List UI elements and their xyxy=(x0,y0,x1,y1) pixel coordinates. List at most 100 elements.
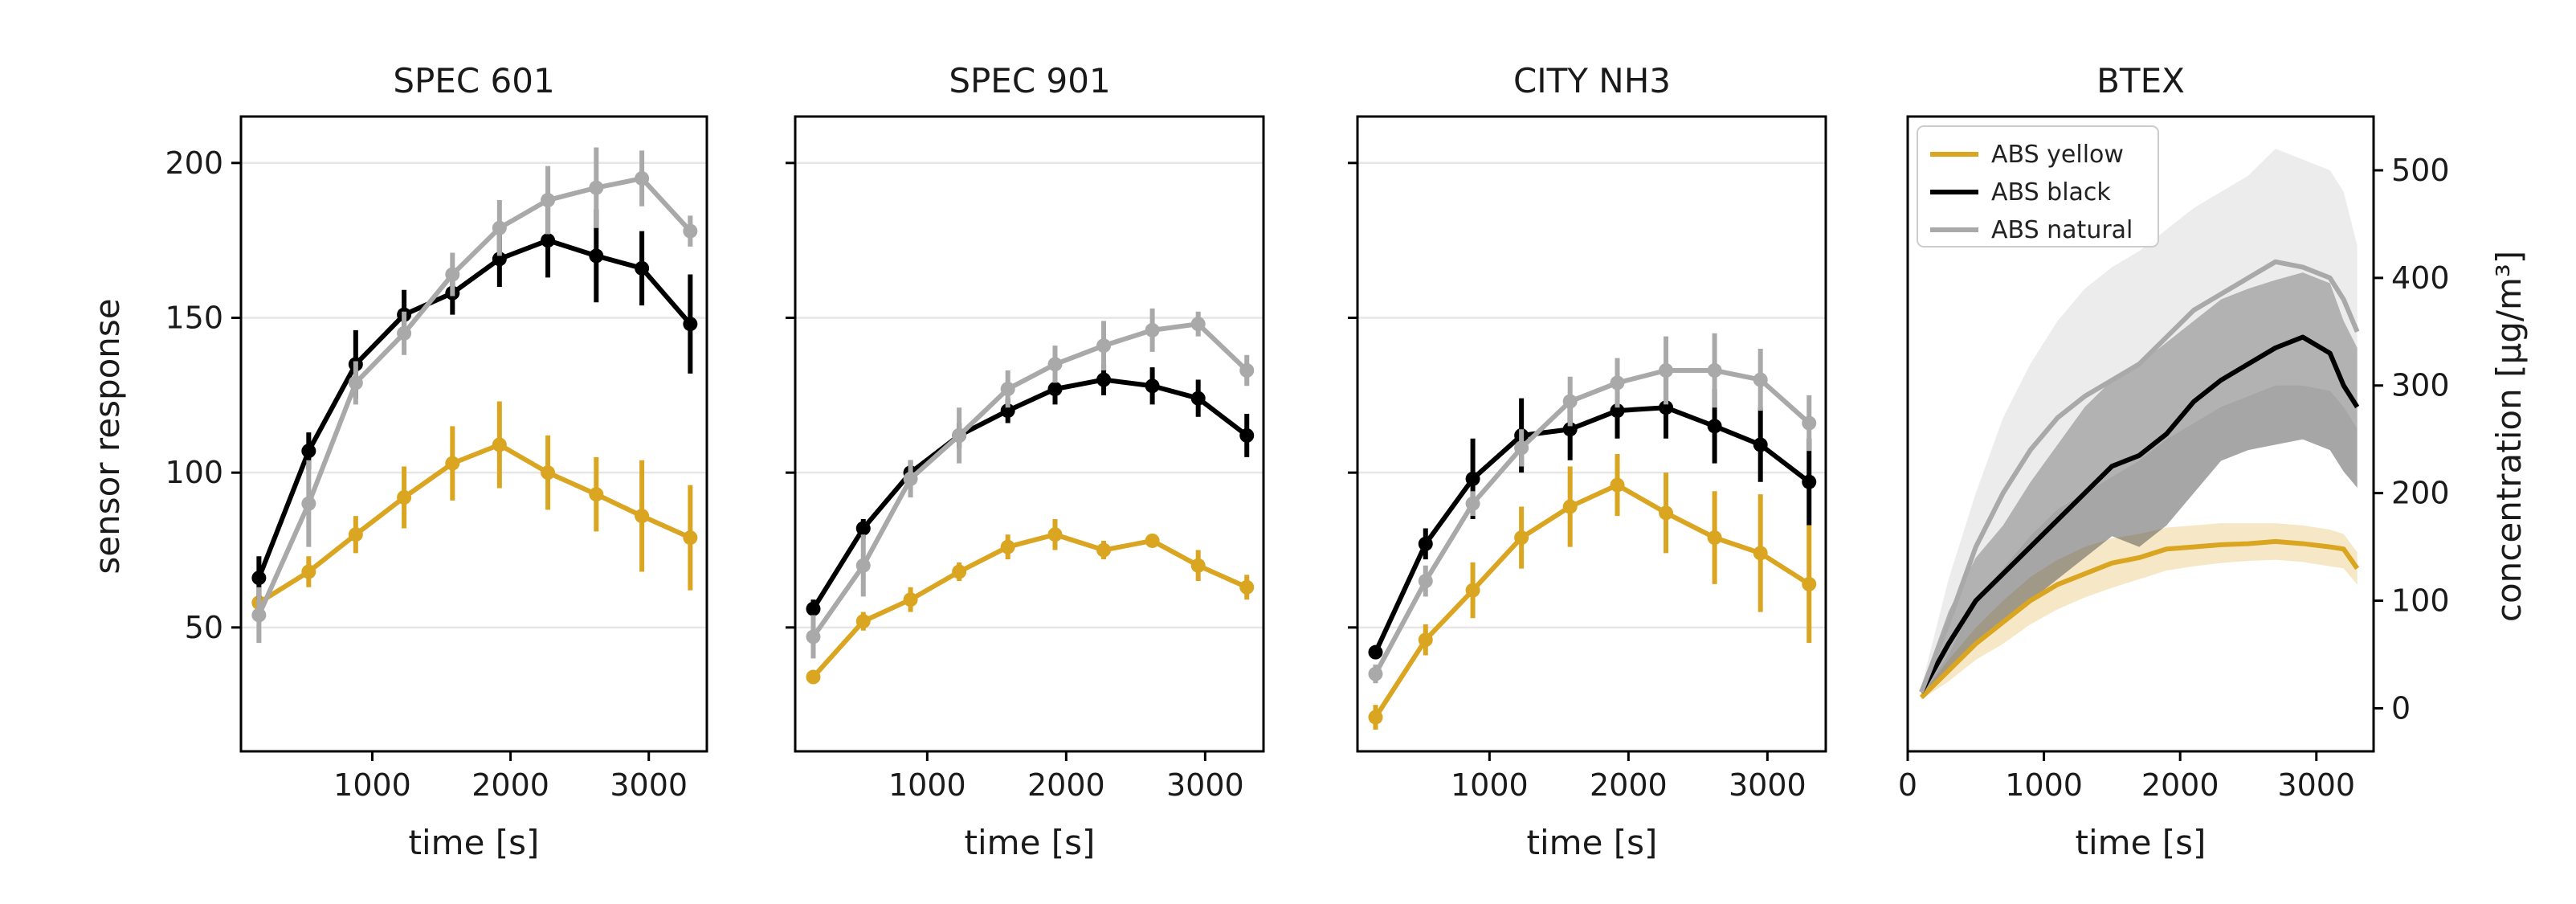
data-point xyxy=(806,629,821,644)
plot-area xyxy=(241,147,707,644)
y-tick-label: 200 xyxy=(165,145,223,181)
data-point xyxy=(952,427,967,443)
y-tick-label: 100 xyxy=(165,455,223,490)
data-point xyxy=(397,490,412,505)
data-point xyxy=(1514,440,1529,456)
data-point xyxy=(1610,375,1625,391)
x-tick-label: 2000 xyxy=(1027,767,1105,803)
data-point xyxy=(952,564,967,579)
data-point xyxy=(1465,583,1480,598)
y-axis-label: sensor response xyxy=(88,298,127,574)
data-point xyxy=(1514,530,1529,546)
y-tick-label: 200 xyxy=(2391,476,2450,511)
data-point xyxy=(1047,382,1063,397)
data-point xyxy=(1610,477,1625,493)
data-point xyxy=(1802,474,1817,489)
band-abs-black xyxy=(1921,272,2358,696)
data-point xyxy=(1000,382,1015,397)
y-tick-label: 150 xyxy=(165,300,223,335)
y-tick-label: 100 xyxy=(2391,583,2450,619)
legend: ABS yellow ABS black ABS natural xyxy=(1917,125,2159,247)
data-point xyxy=(1562,499,1578,514)
data-point xyxy=(1753,372,1768,387)
x-tick-label: 1000 xyxy=(2005,767,2083,803)
series-line xyxy=(256,238,692,579)
x-tick-label: 2000 xyxy=(2141,767,2219,803)
series-line xyxy=(257,442,692,605)
data-point xyxy=(445,456,460,471)
data-point xyxy=(1047,357,1063,372)
data-point xyxy=(445,267,460,282)
data-point xyxy=(635,171,650,186)
data-point xyxy=(1239,579,1255,595)
data-point xyxy=(301,564,316,579)
series-abs-black xyxy=(251,202,698,600)
panel-btex: BTEX concentration [μg/m³] time [s] 0 100… xyxy=(1898,61,2529,862)
series-abs-yellow xyxy=(251,401,698,612)
data-point xyxy=(1000,403,1015,419)
panel-spec-601: SPEC 601 sensor response time [s] 1000 20… xyxy=(88,61,708,862)
series-line xyxy=(256,176,692,616)
data-point xyxy=(492,220,507,235)
data-point xyxy=(1802,576,1817,591)
data-point xyxy=(1000,539,1015,554)
x-tick-label: 3000 xyxy=(1729,767,1806,803)
data-point xyxy=(1368,644,1383,660)
plot-area xyxy=(1357,162,1826,730)
x-tick-label: 2000 xyxy=(472,767,549,803)
data-point xyxy=(903,471,918,486)
data-point xyxy=(541,233,556,248)
data-point xyxy=(589,180,604,195)
y-tick-label: 400 xyxy=(2391,260,2450,296)
data-point xyxy=(251,571,267,586)
data-point xyxy=(903,592,918,607)
data-point xyxy=(1753,437,1768,452)
data-point xyxy=(683,530,698,546)
series-abs-natural xyxy=(251,147,698,644)
panel-spec-901: SPEC 901 time [s] 1000 2000 3000 xyxy=(786,61,1265,862)
series-line-abs-natural xyxy=(1919,259,2360,693)
panel-city-nh3: CITY NH3 time [s] 1000 2000 3000 xyxy=(1348,61,1827,862)
axes-frame xyxy=(1356,115,1827,753)
y-tick-label: 0 xyxy=(2391,690,2411,726)
data-point xyxy=(301,444,316,459)
y-axis-label: concentration [μg/m³] xyxy=(2489,251,2529,622)
data-point xyxy=(1707,530,1722,546)
data-point xyxy=(635,260,650,276)
series-line xyxy=(810,377,1249,611)
data-point xyxy=(348,375,363,391)
panel-title: BTEX xyxy=(2096,61,2185,100)
series-line-abs-black xyxy=(1919,334,2360,693)
data-point xyxy=(1096,542,1112,558)
data-point xyxy=(806,601,821,616)
data-point xyxy=(1190,558,1206,573)
x-axis-label: time [s] xyxy=(965,823,1096,862)
x-tick-label: 1000 xyxy=(333,767,411,803)
x-tick-label: 3000 xyxy=(610,767,688,803)
series-line xyxy=(1373,405,1811,653)
panel-title: SPEC 901 xyxy=(949,61,1110,100)
panel-title: SPEC 601 xyxy=(393,61,554,100)
y-tick-label: 500 xyxy=(2391,153,2450,188)
data-point xyxy=(1096,338,1112,354)
series-abs-black xyxy=(806,364,1255,619)
axes-frame xyxy=(1906,115,2375,753)
series-abs-yellow xyxy=(1368,454,1817,730)
data-point xyxy=(348,527,363,542)
data-point xyxy=(1659,400,1674,415)
series-line xyxy=(811,321,1249,639)
data-point xyxy=(1239,427,1255,443)
data-point xyxy=(1368,710,1383,725)
plot-area xyxy=(1919,149,2360,700)
legend-label: ABS natural xyxy=(1991,216,2133,244)
series-abs-yellow xyxy=(806,518,1255,685)
data-point xyxy=(1659,363,1674,378)
data-point xyxy=(635,509,650,524)
x-tick-label: 1000 xyxy=(1451,767,1529,803)
data-point xyxy=(1418,632,1433,648)
x-tick-label: 2000 xyxy=(1590,767,1668,803)
data-point xyxy=(1096,372,1112,387)
y-tick-label: 300 xyxy=(2391,368,2450,403)
data-point xyxy=(1562,422,1578,437)
x-tick-label: 3000 xyxy=(2277,767,2355,803)
